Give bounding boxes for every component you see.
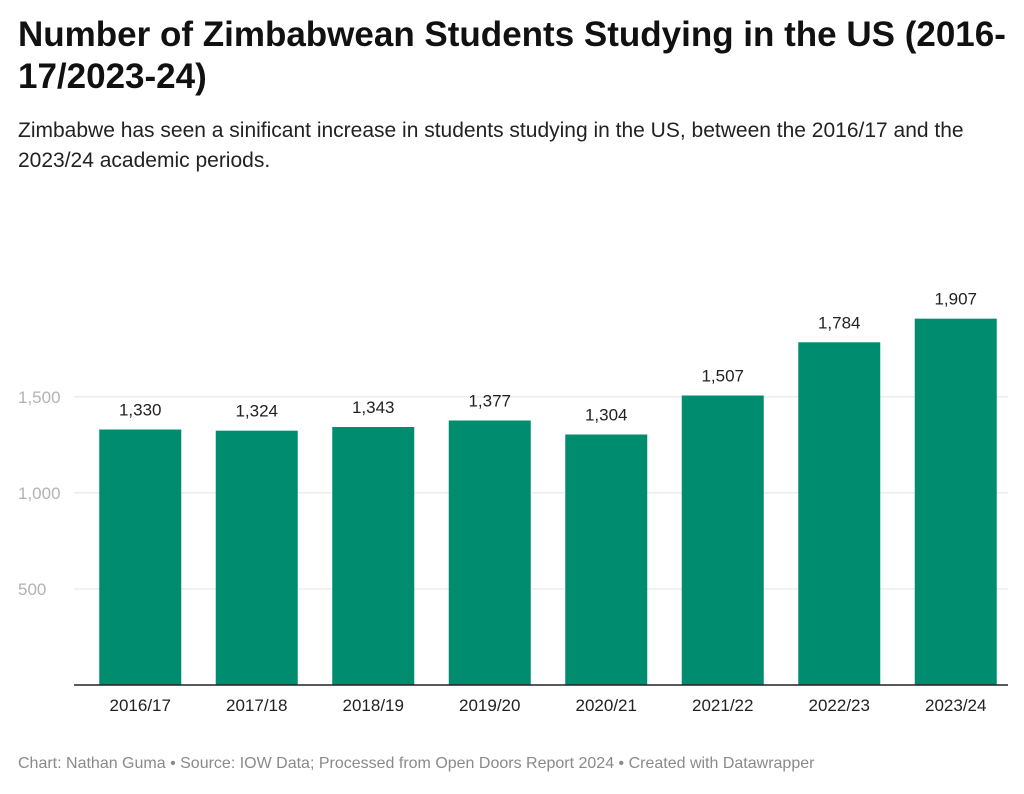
chart-title: Number of Zimbabwean Students Studying i… [18,15,1006,96]
x-tick-label: 2017/18 [226,696,287,715]
bar [798,342,881,685]
bar [448,420,531,685]
bar [215,430,298,685]
x-tick-label: 2020/21 [576,696,637,715]
x-tick-label: 2016/17 [110,696,171,715]
x-tick-label: 2018/19 [343,696,404,715]
x-tick-label: 2019/20 [459,696,520,715]
x-tick-label: 2021/22 [692,696,753,715]
bar [914,318,997,685]
bar [565,434,648,685]
value-labels: 1,330 1,324 1,343 1,377 1,304 1,507 1,784 1,907 [119,290,977,425]
bar-value-label: 1,907 [934,290,977,309]
bar [332,427,415,685]
bar-value-label: 1,507 [701,367,744,386]
bar [681,395,764,685]
bar-value-label: 1,377 [468,391,511,410]
y-tick-label: 500 [18,580,46,599]
bar-value-label: 1,343 [352,398,395,417]
bar [99,429,182,685]
bar-value-label: 1,330 [119,401,162,420]
bars [99,318,997,685]
chart-footer: Chart: Nathan Guma • Source: IOW Data; P… [18,755,815,772]
x-tick-label: 2023/24 [925,696,986,715]
bar-value-label: 1,304 [585,406,628,425]
y-tick-label: 1,500 [18,388,61,407]
y-tick-label: 1,000 [18,484,61,503]
axes: 2016/17 2017/18 2018/19 2019/20 2020/21 2021/… [74,684,1008,715]
x-tick-label: 2022/23 [809,696,870,715]
bar-value-label: 1,324 [235,402,278,421]
bar-value-label: 1,784 [818,313,861,332]
chart-subtitle: Zimbabwe has seen a sinificant increase … [18,119,964,172]
